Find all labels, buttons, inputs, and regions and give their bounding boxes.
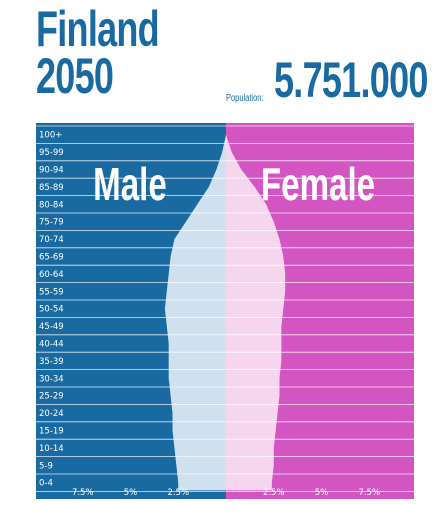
age-label-95-99: 95-99 bbox=[39, 148, 64, 158]
population-value: 5.751.000 bbox=[274, 52, 428, 108]
age-label-30-34: 30-34 bbox=[39, 374, 64, 384]
age-label-50-54: 50-54 bbox=[39, 305, 64, 315]
population-label: Population: bbox=[226, 93, 264, 104]
age-label-70-74: 70-74 bbox=[39, 235, 64, 245]
age-label-60-64: 60-64 bbox=[39, 270, 64, 280]
female-distribution bbox=[226, 124, 286, 491]
x-tick-label: 2.5% bbox=[167, 488, 189, 498]
x-tick-label: 7.5% bbox=[358, 488, 380, 498]
chart-title: Finland 2050 bbox=[36, 1, 160, 104]
title-country: Finland bbox=[36, 1, 160, 57]
x-tick-label: 5% bbox=[124, 488, 138, 498]
age-label-65-69: 65-69 bbox=[39, 253, 64, 263]
age-label-45-49: 45-49 bbox=[39, 322, 64, 332]
age-label-40-44: 40-44 bbox=[39, 340, 64, 350]
male-label: Male bbox=[93, 160, 167, 210]
age-label-90-94: 90-94 bbox=[39, 166, 64, 176]
x-tick-label: 5% bbox=[315, 488, 329, 498]
age-label-55-59: 55-59 bbox=[39, 287, 64, 297]
age-label-25-29: 25-29 bbox=[39, 392, 64, 402]
title-year: 2050 bbox=[36, 48, 114, 104]
age-label-100+: 100+ bbox=[39, 131, 62, 141]
age-label-15-19: 15-19 bbox=[39, 427, 64, 437]
x-tick-label: 7.5% bbox=[72, 488, 94, 498]
age-label-80-84: 80-84 bbox=[39, 200, 64, 210]
age-label-10-14: 10-14 bbox=[39, 444, 64, 454]
age-label-75-79: 75-79 bbox=[39, 218, 64, 228]
age-label-20-24: 20-24 bbox=[39, 409, 64, 419]
female-label: Female bbox=[261, 160, 375, 210]
age-label-5-9: 5-9 bbox=[39, 461, 53, 471]
x-tick-label: 2.5% bbox=[263, 488, 285, 498]
age-label-35-39: 35-39 bbox=[39, 357, 64, 367]
age-label-0-4: 0-4 bbox=[39, 479, 53, 489]
age-label-85-89: 85-89 bbox=[39, 183, 64, 193]
male-distribution bbox=[164, 124, 226, 491]
